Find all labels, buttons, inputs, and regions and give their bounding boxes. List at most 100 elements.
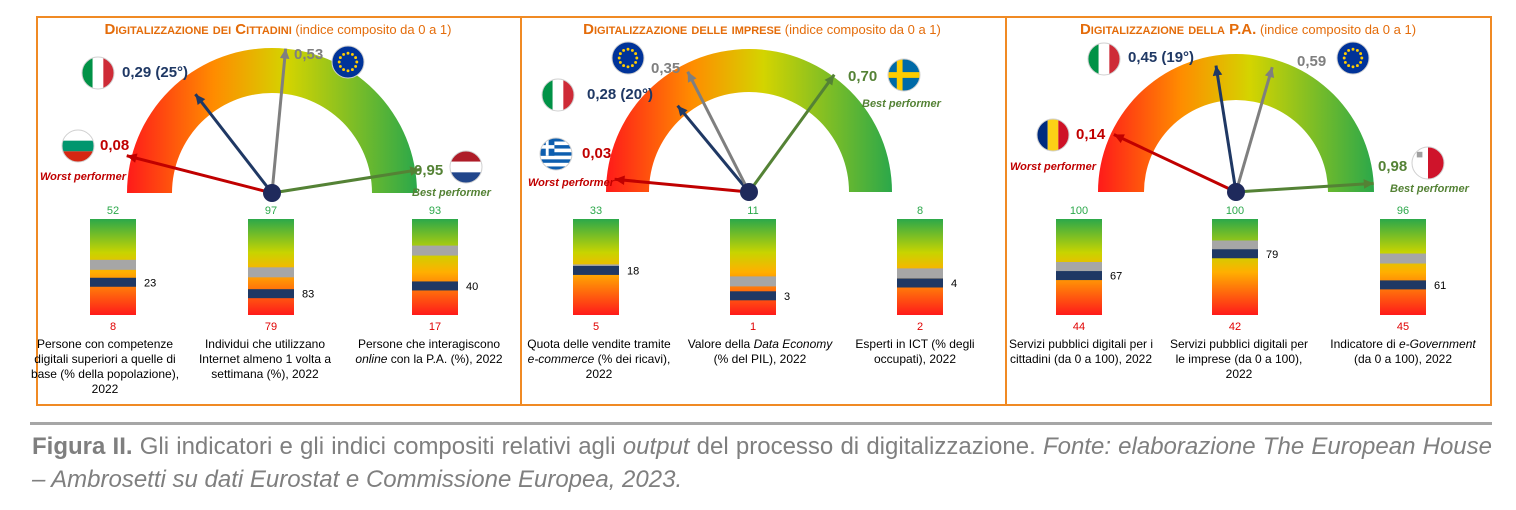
eu-star — [355, 60, 359, 64]
bar-max-label: 52 — [107, 205, 119, 217]
malta-flag — [1411, 146, 1445, 180]
stripe-green — [1088, 43, 1099, 75]
worst-needle-head — [1113, 134, 1125, 144]
caption-label: Figura II. — [32, 433, 133, 460]
eu-star — [1359, 52, 1363, 56]
eu-value-label: 0,53 — [294, 46, 323, 63]
indicator-bar-1: 100 44 67 — [1056, 205, 1122, 333]
bar-min-label: 17 — [429, 321, 441, 333]
stripe-5 — [540, 155, 572, 160]
eu-flag — [611, 41, 645, 75]
eu-star — [635, 56, 639, 60]
flag-border — [1336, 41, 1370, 75]
indicator-bar-3: 96 45 61 — [1380, 205, 1446, 333]
best-needle — [747, 73, 836, 193]
best-performer-tag: Best performer — [1390, 183, 1470, 195]
bar-min-label: 1 — [750, 321, 756, 333]
bar-min-label: 2 — [917, 321, 923, 333]
worst-performer-tag: Worst performer — [1010, 161, 1097, 173]
eu-star — [1347, 48, 1351, 52]
gauge-arc — [1098, 54, 1374, 192]
eu-star — [1347, 64, 1351, 68]
panel-title-pa: Digitalizzazione della P.A. (indice comp… — [1079, 21, 1417, 38]
eu-marker — [1056, 262, 1102, 272]
eu-needle-head — [279, 48, 290, 59]
eu-star — [630, 48, 634, 52]
italy-flag — [1087, 42, 1121, 76]
panel-title-citizens: Digitalizzazione dei Cittadini (indice c… — [104, 21, 452, 38]
italy-value-label: 0,45 (19°) — [1128, 49, 1194, 66]
bar-description: Valore della Data Economy (% del PIL), 2… — [687, 337, 833, 366]
eu-star — [338, 64, 342, 68]
eu-star — [337, 60, 341, 64]
eu-star — [634, 60, 638, 64]
stripe-6 — [540, 159, 572, 163]
bar-min-label: 5 — [593, 321, 599, 333]
flag-body — [542, 79, 574, 111]
stripe-1 — [540, 141, 572, 146]
figure-frame — [36, 16, 1492, 406]
bar-italy-label: 67 — [1110, 271, 1122, 283]
eu-star — [338, 56, 342, 60]
cross-h — [888, 72, 920, 78]
stripe-4 — [540, 152, 572, 156]
italy-needle — [1214, 65, 1238, 193]
best-needle-head — [1363, 179, 1374, 189]
sweden-flag — [887, 58, 921, 92]
bar-gradient — [248, 219, 294, 315]
italy-marker — [1380, 280, 1426, 290]
eu-star — [634, 52, 638, 56]
gauge-arc — [606, 49, 892, 192]
stripe-white — [552, 79, 564, 111]
stripe-white — [92, 57, 104, 89]
flag-border — [1087, 42, 1121, 76]
indicator-bar-2: 97 79 83 — [248, 205, 314, 333]
gauge-panel-1: 0,08 Worst performer 0,29 (25°) 0,53 0,95 Bes… — [40, 46, 492, 333]
eu-marker — [1380, 253, 1426, 264]
bulgaria-flag — [61, 129, 95, 163]
eu-value-label: 0,35 — [651, 60, 680, 77]
stripe-white — [1098, 43, 1110, 75]
caption-rule — [30, 422, 1492, 425]
italy-marker — [90, 277, 136, 287]
best-needle — [271, 168, 421, 195]
eu-marker — [730, 276, 776, 287]
eu-star — [622, 48, 626, 52]
half-red — [1428, 147, 1444, 179]
panel-divider-1 — [520, 16, 522, 406]
eu-star — [342, 68, 346, 72]
stripe-8 — [540, 166, 572, 170]
stripe-white — [450, 161, 482, 173]
flag-border — [81, 56, 115, 90]
indicator-bar-1: 52 8 23 — [90, 205, 156, 333]
eu-star — [1351, 47, 1355, 51]
flag-border — [449, 150, 483, 184]
bar-max-label: 100 — [1226, 205, 1244, 217]
flag-border — [1411, 146, 1445, 180]
field-blue — [1337, 42, 1369, 74]
stripe-yellow — [1047, 119, 1059, 151]
gauge-panel-2: 0,03 Worst performer 0,28 (20°) 0,35 0,70 Bes… — [528, 49, 957, 333]
bar-gradient — [897, 219, 943, 315]
eu-star — [630, 64, 634, 68]
bar-min-label: 79 — [265, 321, 277, 333]
italy-flag — [81, 56, 115, 90]
best-needle-head — [409, 166, 421, 176]
bar-max-label: 97 — [265, 205, 277, 217]
worst-value-label: 0,14 — [1076, 126, 1106, 143]
eu-star — [626, 47, 630, 51]
italy-marker — [412, 281, 458, 291]
bar-max-label: 96 — [1397, 205, 1409, 217]
italy-value-label: 0,28 (20°) — [587, 86, 653, 103]
field-blue — [332, 46, 364, 78]
eu-star — [354, 56, 358, 60]
bar-description: Servizi pubblici digitali per i cittadin… — [1008, 337, 1154, 366]
eu-star — [1360, 56, 1364, 60]
eu-marker — [1212, 240, 1258, 251]
bar-description: Servizi pubblici digitali per le imprese… — [1169, 337, 1309, 381]
eu-needle — [1234, 66, 1274, 193]
eu-needle — [270, 48, 288, 194]
greece-flag — [539, 137, 573, 171]
italy-value-label: 0,29 (25°) — [122, 64, 188, 81]
